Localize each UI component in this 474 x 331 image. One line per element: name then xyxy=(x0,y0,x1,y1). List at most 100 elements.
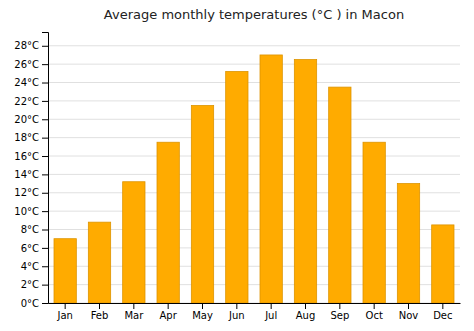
bar xyxy=(329,87,351,303)
x-tick: May xyxy=(192,303,213,321)
grid xyxy=(48,46,460,303)
bar xyxy=(226,72,248,303)
x-tick-label: Nov xyxy=(399,310,419,321)
y-tick-mark xyxy=(42,193,48,194)
y-tick: 24°C xyxy=(14,77,48,88)
y-axis: 0°C 2°C 4°C 6°C 8°C 10°C 12°C 14°C 16°C 18°C 20°C 2… xyxy=(14,33,48,309)
y-tick-label: 26°C xyxy=(14,59,39,70)
bar xyxy=(397,184,419,303)
x-tick-mark xyxy=(65,303,66,309)
x-tick-label: Feb xyxy=(91,310,109,321)
y-tick-label: 0°C xyxy=(21,298,39,309)
y-axis-line xyxy=(42,33,49,304)
bar xyxy=(432,225,454,303)
y-tick-label: 6°C xyxy=(21,243,39,254)
x-tick-mark xyxy=(374,303,375,309)
y-tick-mark xyxy=(42,156,48,157)
y-tick-label: 14°C xyxy=(14,169,39,180)
y-tick-mark xyxy=(42,46,48,47)
y-tick-label: 8°C xyxy=(21,224,39,235)
bar xyxy=(88,222,110,303)
y-tick-mark xyxy=(42,285,48,286)
y-tick-mark xyxy=(42,119,48,120)
y-tick-mark xyxy=(42,138,48,139)
y-tick-label: 12°C xyxy=(14,187,39,198)
y-tick-mark xyxy=(42,303,48,304)
y-tick: 28°C xyxy=(14,40,48,51)
grid-line xyxy=(48,64,460,65)
x-tick-mark xyxy=(133,303,134,309)
y-tick-label: 16°C xyxy=(14,151,39,162)
x-tick: Apr xyxy=(160,303,178,321)
y-tick-label: 24°C xyxy=(14,77,39,88)
y-tick: 10°C xyxy=(14,206,48,217)
bar xyxy=(260,55,282,303)
y-tick-mark xyxy=(42,174,48,175)
y-tick-mark xyxy=(42,248,48,249)
grid-line xyxy=(48,119,460,120)
plot-area xyxy=(54,55,454,303)
y-tick-mark xyxy=(42,83,48,84)
x-tick: Dec xyxy=(433,303,452,321)
y-tick: 26°C xyxy=(14,59,48,70)
x-tick-mark xyxy=(442,303,443,309)
y-tick: 0°C xyxy=(21,298,48,309)
x-tick-mark xyxy=(339,303,340,309)
x-tick-label: Apr xyxy=(160,310,178,321)
bar xyxy=(123,182,145,303)
x-axis: Jan Feb Mar Apr May Jun Jul Aug Sep Oct Nov Dec xyxy=(49,303,461,321)
x-tick: Mar xyxy=(124,303,144,321)
y-tick-mark xyxy=(42,230,48,231)
y-tick: 2°C xyxy=(21,279,48,290)
y-tick-label: 4°C xyxy=(21,261,39,272)
x-tick-mark xyxy=(271,303,272,309)
y-tick-mark xyxy=(42,64,48,65)
y-tick: 22°C xyxy=(14,96,48,107)
bar xyxy=(54,239,76,303)
grid-line xyxy=(48,137,460,138)
y-tick-label: 22°C xyxy=(14,96,39,107)
x-tick-label: Dec xyxy=(433,310,452,321)
bar xyxy=(157,142,179,303)
y-tick: 12°C xyxy=(14,187,48,198)
x-tick-label: Jun xyxy=(228,310,245,321)
y-tick-mark xyxy=(42,266,48,267)
x-tick-label: Jul xyxy=(264,310,277,321)
x-tick-label: Mar xyxy=(124,310,144,321)
x-tick-mark xyxy=(202,303,203,309)
y-tick: 8°C xyxy=(21,224,48,235)
x-tick: Aug xyxy=(296,303,316,321)
y-tick: 6°C xyxy=(21,243,48,254)
y-tick-mark xyxy=(42,101,48,102)
grid-line xyxy=(48,45,460,46)
bar xyxy=(363,142,385,303)
x-tick-label: Jan xyxy=(56,310,72,321)
x-tick: Jun xyxy=(228,303,245,321)
x-tick-mark xyxy=(408,303,409,309)
bar xyxy=(191,105,213,303)
y-tick: 16°C xyxy=(14,151,48,162)
x-tick: Feb xyxy=(91,303,109,321)
x-tick: Jan xyxy=(56,303,72,321)
y-tick-label: 28°C xyxy=(14,40,39,51)
x-tick: Oct xyxy=(366,303,383,321)
y-tick-label: 2°C xyxy=(21,279,39,290)
x-tick-mark xyxy=(99,303,100,309)
y-tick-mark xyxy=(42,211,48,212)
x-tick: Sep xyxy=(330,303,349,321)
y-tick-label: 18°C xyxy=(14,132,39,143)
grid-line xyxy=(48,100,460,101)
x-tick-label: Sep xyxy=(330,310,349,321)
x-tick: Jul xyxy=(264,303,277,321)
x-tick-label: Oct xyxy=(366,310,383,321)
grid-line xyxy=(48,156,460,157)
chart: 0°C 2°C 4°C 6°C 8°C 10°C 12°C 14°C 16°C 18°C 20°C 2… xyxy=(0,0,474,331)
y-tick: 20°C xyxy=(14,114,48,125)
x-tick-label: May xyxy=(192,310,213,321)
title: Average monthly temperatures (°C ) in Ma… xyxy=(104,7,404,22)
x-tick-mark xyxy=(236,303,237,309)
y-tick: 4°C xyxy=(21,261,48,272)
y-tick: 14°C xyxy=(14,169,48,180)
grid-line xyxy=(48,82,460,83)
x-axis-line xyxy=(49,303,461,304)
